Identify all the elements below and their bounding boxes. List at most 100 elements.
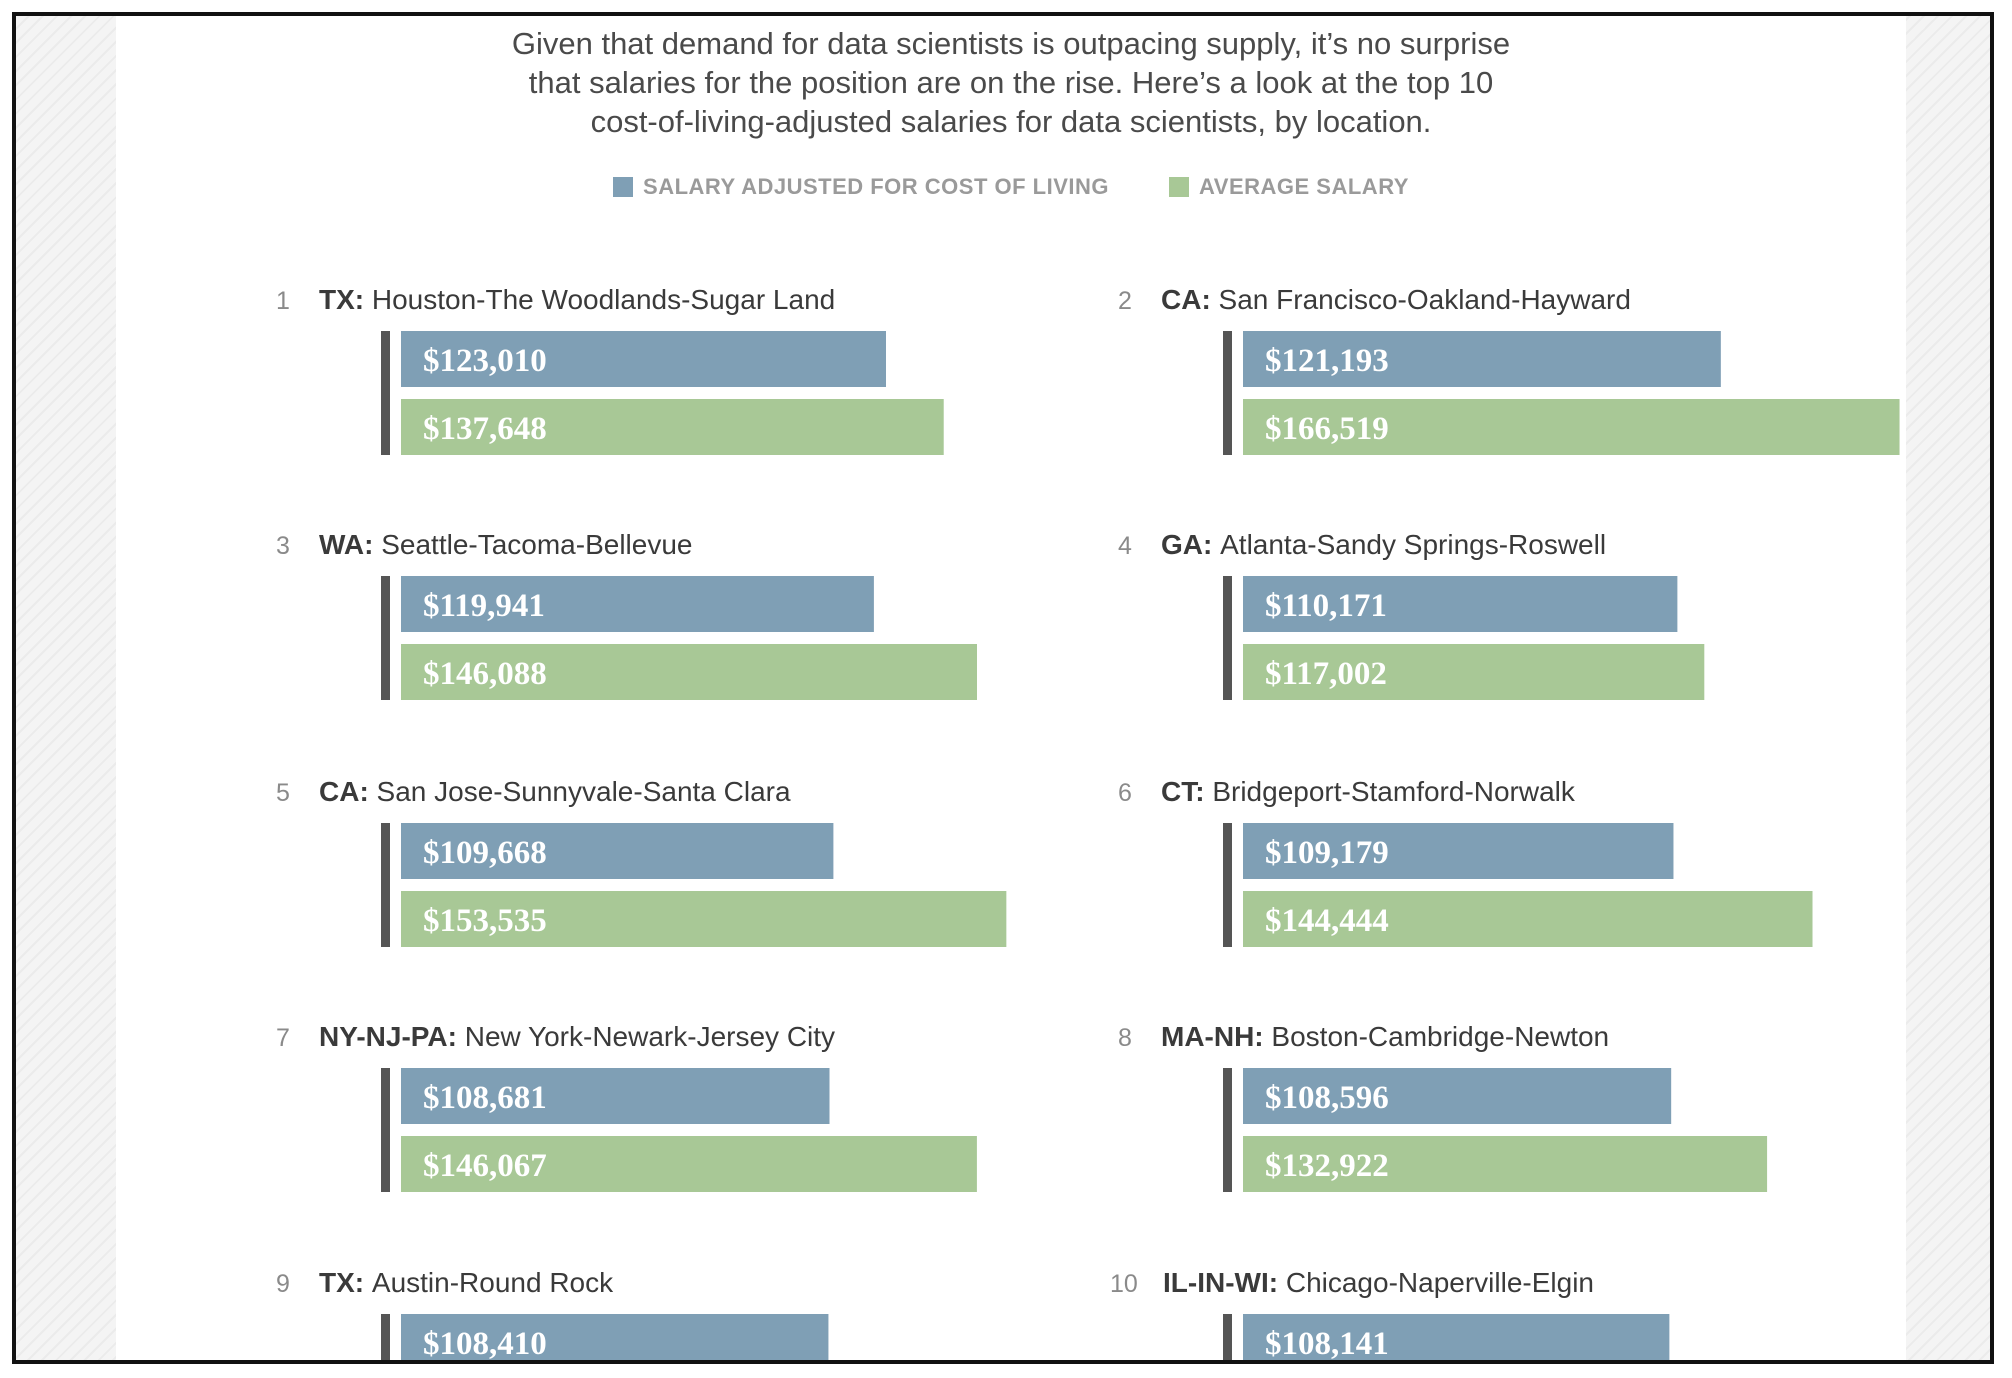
location-label-3: WA: Seattle-Tacoma-Bellevue — [319, 529, 693, 560]
value-average-7: $146,067 — [423, 1148, 547, 1184]
bar-average-2 — [1243, 399, 1900, 455]
rank-10: 10 — [1110, 1270, 1138, 1298]
value-average-2: $166,519 — [1265, 411, 1389, 447]
rank-3: 3 — [276, 532, 290, 560]
salary-bar-chart: 1 TX: Houston-The Woodlands-Sugar Land $12… — [276, 284, 1900, 1362]
value-adjusted-1: $123,010 — [423, 343, 547, 379]
metro-label-7: New York-Newark-Jersey City — [465, 1021, 835, 1052]
row-accent-bar-8 — [1223, 1068, 1232, 1192]
bar-average-3 — [401, 644, 977, 700]
bar-adjusted-4 — [1243, 576, 1678, 632]
state-label-4: GA: — [1161, 529, 1220, 560]
value-adjusted-10: $108,141 — [1265, 1326, 1389, 1362]
location-label-5: CA: San Jose-Sunnyvale-Santa Clara — [319, 776, 791, 807]
rank-2: 2 — [1118, 287, 1132, 315]
bar-average-7 — [401, 1136, 977, 1192]
metro-label-8: Boston-Cambridge-Newton — [1271, 1021, 1609, 1052]
value-adjusted-8: $108,596 — [1265, 1080, 1389, 1116]
value-adjusted-7: $108,681 — [423, 1080, 547, 1116]
bar-adjusted-5 — [401, 823, 834, 879]
location-label-4: GA: Atlanta-Sandy Springs-Roswell — [1161, 529, 1606, 560]
metro-label-10: Chicago-Naperville-Elgin — [1286, 1267, 1594, 1298]
intro-text: Given that demand for data scientists is… — [116, 24, 1906, 141]
row-accent-bar-10 — [1223, 1314, 1232, 1360]
row-accent-bar-2 — [1223, 331, 1232, 455]
rank-1: 1 — [276, 287, 290, 315]
bar-adjusted-7 — [401, 1068, 830, 1124]
location-label-9: TX: Austin-Round Rock — [319, 1267, 614, 1298]
bar-adjusted-2 — [1243, 331, 1721, 387]
rank-8: 8 — [1118, 1024, 1132, 1052]
value-adjusted-9: $108,410 — [423, 1326, 547, 1362]
value-average-4: $117,002 — [1265, 656, 1387, 692]
chart-legend: SALARY ADJUSTED FOR COST OF LIVING AVERA… — [116, 174, 1906, 200]
state-label-6: CT: — [1161, 776, 1212, 807]
bar-adjusted-3 — [401, 576, 874, 632]
state-label-8: MA-NH: — [1161, 1021, 1271, 1052]
value-adjusted-4: $110,171 — [1265, 588, 1387, 624]
value-adjusted-3: $119,941 — [423, 588, 545, 624]
row-accent-bar-9 — [381, 1314, 390, 1360]
state-label-10: IL-IN-WI: — [1163, 1267, 1286, 1298]
value-average-1: $137,648 — [423, 411, 547, 447]
row-accent-bar-3 — [381, 576, 390, 700]
legend-swatch-average — [1169, 177, 1190, 197]
legend-label-adjusted: SALARY ADJUSTED FOR COST OF LIVING — [643, 174, 1110, 199]
location-label-1: TX: Houston-The Woodlands-Sugar Land — [319, 284, 835, 315]
value-adjusted-6: $109,179 — [1265, 835, 1389, 871]
bar-average-6 — [1243, 891, 1813, 947]
metro-label-4: Atlanta-Sandy Springs-Roswell — [1220, 529, 1606, 560]
bar-adjusted-6 — [1243, 823, 1674, 879]
bar-adjusted-1 — [401, 331, 886, 387]
state-label-2: CA: — [1161, 284, 1219, 315]
location-label-7: NY-NJ-PA: New York-Newark-Jersey City — [319, 1021, 835, 1052]
value-adjusted-5: $109,668 — [423, 835, 547, 871]
rank-4: 4 — [1118, 532, 1132, 560]
rank-5: 5 — [276, 779, 290, 807]
rank-9: 9 — [276, 1270, 290, 1298]
rank-7: 7 — [276, 1024, 290, 1052]
bar-average-4 — [1243, 644, 1705, 700]
bar-adjusted-9 — [401, 1314, 829, 1360]
location-label-2: CA: San Francisco-Oakland-Hayward — [1161, 284, 1631, 315]
row-accent-bar-6 — [1223, 823, 1232, 947]
bar-average-8 — [1243, 1136, 1768, 1192]
legend-label-average: AVERAGE SALARY — [1199, 174, 1409, 199]
location-label-8: MA-NH: Boston-Cambridge-Newton — [1161, 1021, 1609, 1052]
state-label-5: CA: — [319, 776, 377, 807]
legend-item-average: AVERAGE SALARY — [1169, 174, 1409, 200]
bar-average-5 — [401, 891, 1007, 947]
bar-adjusted-10 — [1243, 1314, 1670, 1360]
value-average-6: $144,444 — [1265, 903, 1389, 939]
metro-label-6: Bridgeport-Stamford-Norwalk — [1212, 776, 1576, 807]
metro-label-3: Seattle-Tacoma-Bellevue — [381, 529, 692, 560]
intro-line-3: cost-of-living-adjusted salaries for dat… — [590, 104, 1432, 139]
state-label-9: TX: — [319, 1267, 372, 1298]
screenshot-frame: Given that demand for data scientists is… — [12, 12, 1994, 1364]
state-label-1: TX: — [319, 284, 372, 315]
value-adjusted-2: $121,193 — [1265, 343, 1389, 379]
metro-label-1: Houston-The Woodlands-Sugar Land — [372, 284, 835, 315]
state-label-3: WA: — [319, 529, 381, 560]
row-accent-bar-7 — [381, 1068, 390, 1192]
metro-label-2: San Francisco-Oakland-Hayward — [1219, 284, 1631, 315]
value-average-8: $132,922 — [1265, 1148, 1389, 1184]
legend-swatch-adjusted — [613, 177, 634, 197]
row-accent-bar-4 — [1223, 576, 1232, 700]
bar-average-1 — [401, 399, 944, 455]
bar-adjusted-8 — [1243, 1068, 1672, 1124]
value-average-5: $153,535 — [423, 903, 547, 939]
location-label-6: CT: Bridgeport-Stamford-Norwalk — [1161, 776, 1576, 807]
infographic-panel: Given that demand for data scientists is… — [116, 16, 1906, 1362]
legend-item-adjusted: SALARY ADJUSTED FOR COST OF LIVING — [613, 174, 1109, 200]
metro-label-9: Austin-Round Rock — [372, 1267, 614, 1298]
value-average-3: $146,088 — [423, 656, 547, 692]
row-accent-bar-1 — [381, 331, 390, 455]
intro-line-2: that salaries for the position are on th… — [528, 65, 1494, 100]
row-accent-bar-5 — [381, 823, 390, 947]
location-label-10: IL-IN-WI: Chicago-Naperville-Elgin — [1163, 1267, 1594, 1298]
state-label-7: NY-NJ-PA: — [319, 1021, 465, 1052]
intro-line-1: Given that demand for data scientists is… — [511, 26, 1511, 61]
rank-6: 6 — [1118, 779, 1132, 807]
metro-label-5: San Jose-Sunnyvale-Santa Clara — [377, 776, 791, 807]
